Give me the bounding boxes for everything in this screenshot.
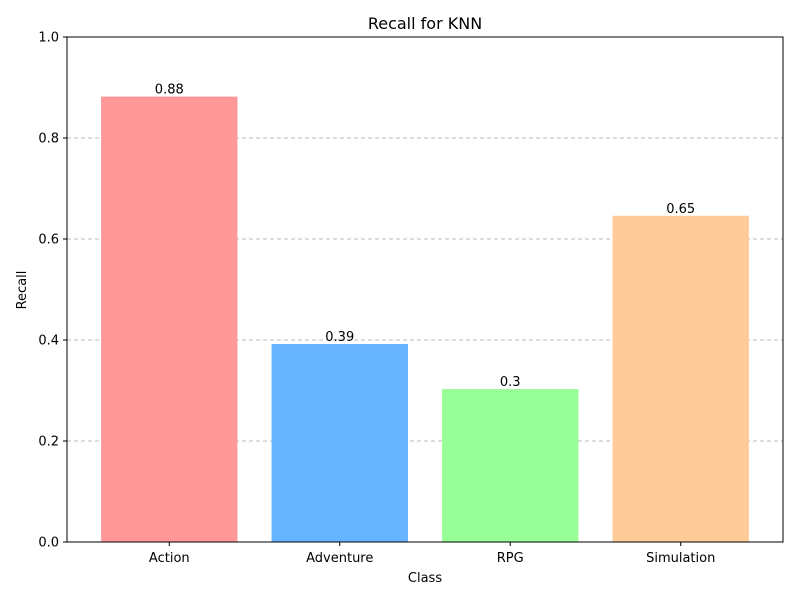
x-axis-ticks: Action Adventure RPG Simulation	[149, 542, 715, 566]
value-labels: 0.88 0.39 0.3 0.65	[155, 83, 695, 390]
y-axis-ticks: 0.0 0.2 0.4 0.6 0.8 1.0	[38, 31, 67, 551]
plot-frame	[66, 36, 784, 543]
y-tick-label: 1.0	[38, 31, 59, 46]
x-axis-label: Class	[408, 571, 442, 586]
bar-rpg	[442, 388, 579, 542]
y-tick-label: 0.0	[38, 536, 59, 551]
x-tick-label: Simulation	[646, 551, 715, 566]
y-tick-label: 0.4	[38, 334, 59, 349]
bar-action	[101, 96, 238, 542]
y-axis-label: Recall	[15, 271, 30, 310]
chart-title: Recall for KNN	[368, 14, 482, 33]
x-tick-label: RPG	[497, 551, 524, 566]
value-label: 0.3	[500, 375, 521, 390]
bar-adventure	[271, 344, 408, 542]
bars	[101, 96, 749, 542]
x-tick-label: Adventure	[306, 551, 373, 566]
y-tick-label: 0.6	[38, 233, 59, 248]
y-tick-label: 0.8	[38, 132, 59, 147]
value-label: 0.65	[666, 202, 695, 217]
bar-simulation	[612, 215, 749, 542]
y-tick-label: 0.2	[38, 435, 59, 450]
value-label: 0.39	[325, 330, 354, 345]
x-tick-label: Action	[149, 551, 190, 566]
value-label: 0.88	[155, 83, 184, 98]
